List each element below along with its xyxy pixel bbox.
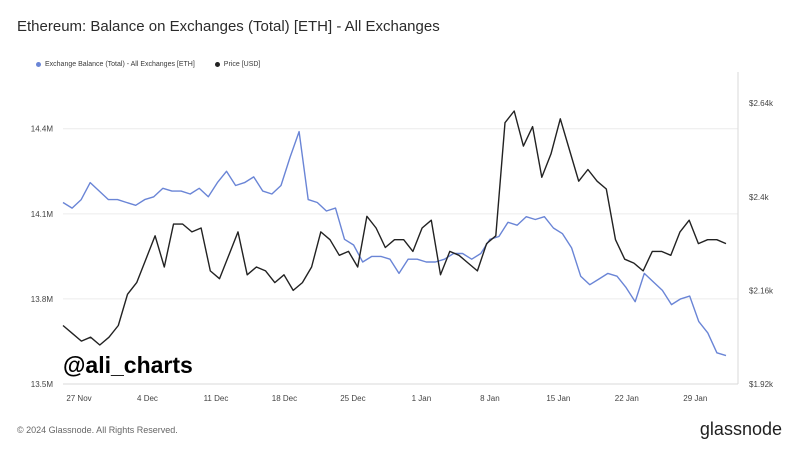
price-series-line	[62, 110, 727, 346]
watermark: @ali_charts	[63, 352, 193, 378]
legend-item-balance[interactable]: Exchange Balance (Total) - All Exchanges…	[36, 61, 195, 68]
y-left-tick-label: 14.1M	[31, 210, 54, 219]
legend-marker-balance	[36, 62, 41, 67]
legend-label-price: Price [USD]	[223, 61, 261, 68]
x-tick-label: 22 Jan	[615, 394, 639, 403]
chart-title: Ethereum: Balance on Exchanges (Total) […	[17, 18, 440, 35]
y-right-tick-label: $1.92k	[749, 380, 774, 389]
y-right-tick-label: $2.64k	[749, 99, 774, 108]
y-right-tick-label: $2.16k	[749, 286, 774, 295]
x-tick-label: 15 Jan	[546, 394, 570, 403]
y-left-tick-label: 13.5M	[31, 380, 54, 389]
glassnode-logo: glassnode	[699, 419, 782, 439]
x-tick-label: 1 Jan	[412, 394, 432, 403]
x-tick-label: 4 Dec	[137, 394, 158, 403]
copyright: © 2024 Glassnode. All Rights Reserved.	[17, 425, 178, 435]
y-right-tick-label: $2.4k	[749, 193, 770, 202]
x-tick-label: 29 Jan	[683, 394, 707, 403]
y-left-tick-label: 13.8M	[31, 295, 54, 304]
x-tick-label: 25 Dec	[340, 394, 365, 403]
legend-marker-price	[214, 62, 220, 67]
x-tick-label: 11 Dec	[204, 394, 229, 403]
x-tick-label: 8 Jan	[480, 394, 500, 403]
x-tick-label: 18 Dec	[272, 394, 297, 403]
balance-series-line	[62, 130, 727, 357]
legend: Exchange Balance (Total) - All Exchanges…	[36, 61, 260, 68]
legend-label-balance: Exchange Balance (Total) - All Exchanges…	[45, 61, 195, 68]
y-left-tick-label: 14.4M	[31, 125, 54, 134]
x-tick-label: 27 Nov	[66, 394, 91, 403]
legend-item-price[interactable]: Price [USD]	[214, 61, 261, 68]
